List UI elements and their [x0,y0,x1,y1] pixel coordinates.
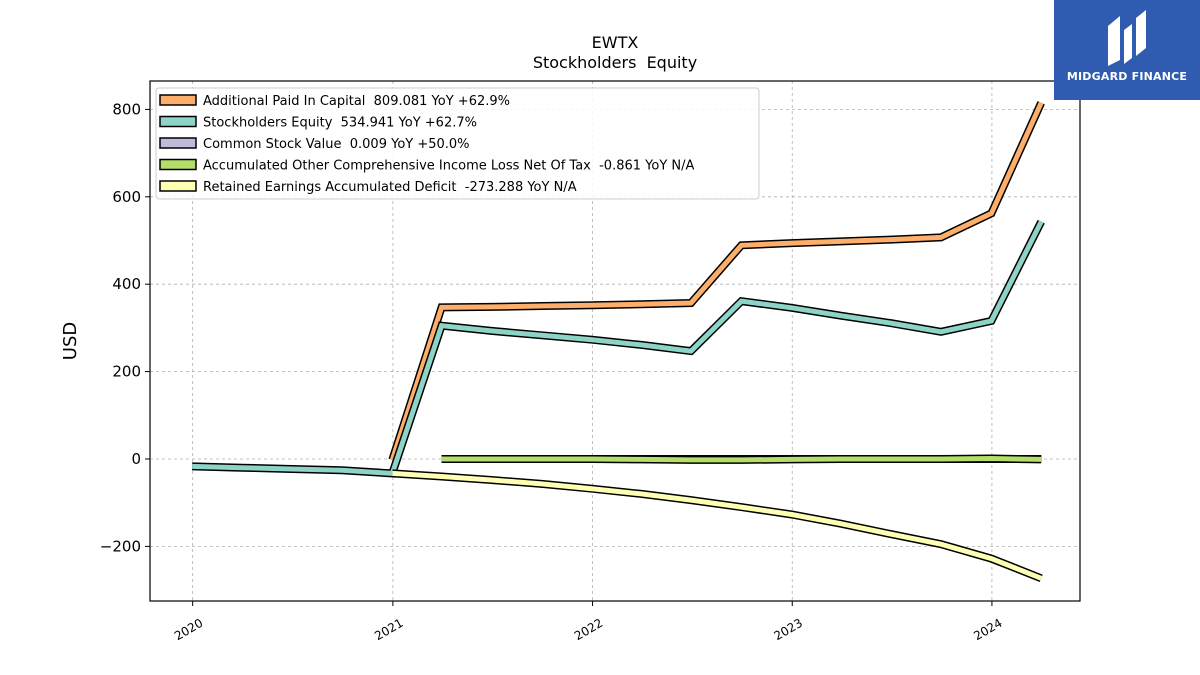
chart-title: EWTX [592,33,639,52]
legend-swatch-3 [159,158,197,171]
y-axis-label: USD [60,322,81,360]
legend-label-3: Accumulated Other Comprehensive Income L… [203,159,694,174]
legend-swatch-4 [159,180,197,192]
legend-box [155,87,760,200]
y-tick-label: 200 [112,363,141,381]
series-line-1 [192,220,1044,477]
legend-label-4: Retained Earnings Accumulated Deficit -2… [203,180,577,195]
brand-name: MIDGARD FINANCE [1066,70,1188,83]
legend-label-1: Stockholders Equity 534.941 YoY +62.7% [203,116,477,131]
chart-subtitle: Stockholders Equity [533,53,697,72]
legend-label-0: Additional Paid In Capital 809.081 YoY +… [203,94,510,109]
legend-label-2: Common Stock Value 0.009 YoY +50.0% [203,137,470,152]
brand-logo: MIDGARD FINANCE [1054,0,1200,100]
x-tick-label: 2021 [372,616,405,643]
legend-swatch-2 [159,137,197,149]
series-line-3 [441,455,1042,463]
series-line-4 [392,470,1043,581]
plot-frame [149,80,1081,602]
x-tick-label: 2024 [971,616,1004,643]
y-tick-label: 0 [131,450,141,468]
series-outline-1 [191,219,1045,478]
x-tick-label: 2020 [172,616,205,643]
y-tick-label: 600 [112,188,141,206]
series-lines [191,101,1045,583]
series-outline-4 [392,469,1043,583]
series-line-0 [389,101,1044,461]
x-tick-label: 2022 [572,616,605,643]
x-tick-label: 2023 [772,616,805,643]
logo-mark-icon [1108,10,1146,66]
y-tick-label: 400 [112,275,141,293]
legend-swatch-0 [159,94,197,106]
y-tick-label: −200 [100,537,141,555]
legend: Additional Paid In Capital 809.081 YoY +… [155,87,760,200]
legend-swatch-1 [159,115,197,128]
y-tick-label: 800 [112,100,141,118]
